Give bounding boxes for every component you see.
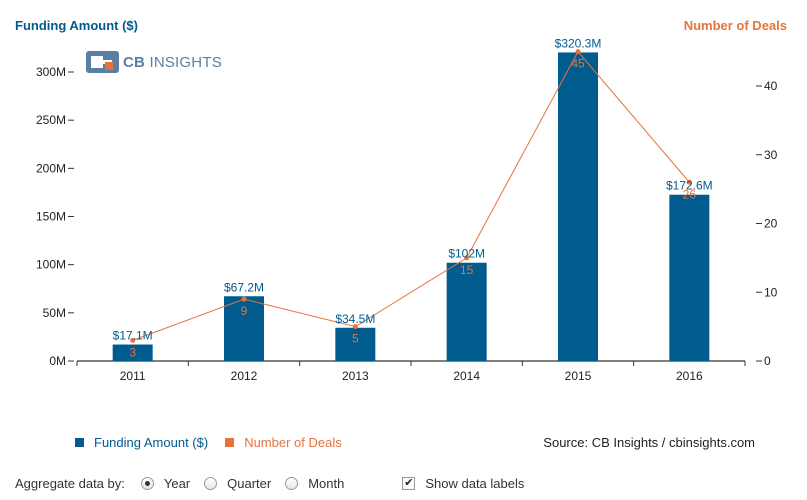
deals-point [464,255,470,261]
bar-data-label: $17.1M [113,329,153,343]
bar-data-label: $172.6M [666,179,713,193]
right-tick-label: 20 [764,217,778,231]
x-tick-label: 2015 [565,369,592,383]
right-tick-label: 40 [764,79,778,93]
quarter-label: Quarter [227,476,272,491]
bar [669,194,710,361]
logo-text-bold: CB [123,53,146,71]
aggregate-controls: Aggregate data by: Year Quarter Month ✔ … [15,476,538,491]
left-axis-title: Funding Amount ($) [15,18,138,33]
month-radio[interactable] [285,477,299,490]
deals-point [575,49,581,55]
bar-data-label: $102M [448,247,485,261]
deals-point [241,296,247,302]
bar [224,296,264,361]
legend-swatch-deals [225,438,235,447]
left-tick-label: 0M [49,354,66,368]
option-year[interactable]: Year [140,476,191,491]
logo-text: INSIGHTS [149,53,222,71]
left-tick-label: 150M [36,210,66,224]
x-tick-label: 2013 [342,369,369,383]
aggregate-label: Aggregate data by: [15,476,125,491]
deals-data-label: 3 [129,345,136,359]
bar-data-label: $34.5M [335,312,375,326]
legend: Funding Amount ($) Number of Deals [75,435,359,450]
show-labels-checkbox[interactable]: ✔ [402,477,416,490]
right-tick-label: 10 [764,285,778,299]
x-tick-label: 2012 [231,369,258,383]
left-tick-label: 250M [36,113,66,127]
x-tick-label: 2011 [120,369,146,383]
right-tick-label: 30 [764,148,778,162]
left-tick-label: 50M [43,306,66,320]
cb-insights-logo: CB INSIGHTS [86,51,222,73]
left-tick-label: 100M [36,258,66,272]
deals-data-label: 26 [683,187,697,201]
bar-data-label: $320.3M [555,36,602,50]
bar [558,52,598,361]
right-axis-title: Number of Deals [683,18,787,33]
source-text: Source: CB Insights / cbinsights.com [543,435,755,450]
show-labels-label: Show data labels [425,476,525,491]
right-tick-label: 0 [764,354,771,368]
deals-data-label: 9 [241,304,248,318]
bar [335,327,376,361]
legend-item-deals[interactable]: Number of Deals [225,435,342,450]
option-quarter[interactable]: Quarter [204,476,271,491]
legend-label-deals: Number of Deals [244,435,342,450]
deals-data-label: 5 [352,332,359,346]
deals-data-label: 15 [460,263,474,277]
deals-data-label: 45 [571,57,585,71]
legend-item-funding[interactable]: Funding Amount ($) [75,435,208,450]
x-tick-label: 2014 [453,369,480,383]
deals-point [686,179,692,185]
legend-label-funding: Funding Amount ($) [94,435,209,450]
option-show-labels[interactable]: ✔ Show data labels [402,476,524,491]
left-tick-label: 200M [36,161,66,175]
deals-point [130,337,136,343]
quarter-radio[interactable] [204,477,218,490]
legend-swatch-funding [75,438,84,447]
combo-chart: 0M 50M 100M 150M 200M 250M 300M 0 10 20 30 40 2011 20… [36,36,778,383]
x-tick-label: 2016 [676,369,703,383]
deals-point [352,324,358,330]
cb-insights-logo-icon [86,51,119,73]
year-label: Year [163,476,191,491]
bar-data-label: $67.2M [224,280,264,294]
left-tick-label: 300M [36,65,66,79]
month-label: Month [308,476,345,491]
bar [112,344,153,361]
year-radio[interactable] [140,477,154,490]
bar [446,262,487,361]
option-month[interactable]: Month [285,476,344,491]
deals-line [132,50,690,341]
